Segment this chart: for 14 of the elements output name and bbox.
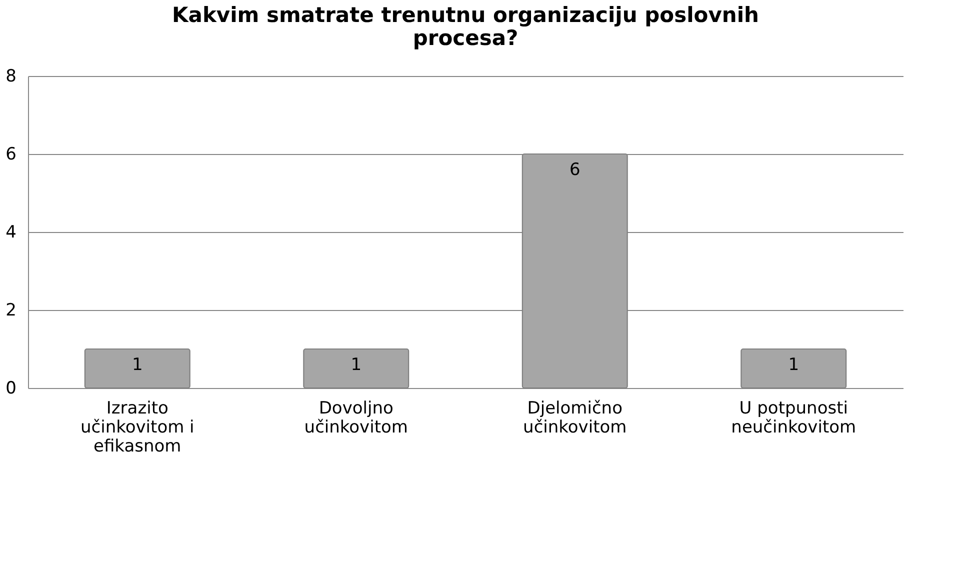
x-tick-label: U potpunosti neučinkovitom bbox=[731, 398, 856, 438]
x-tick-label: Djelomično učinkovitom bbox=[523, 398, 627, 438]
y-tick-label: 4 bbox=[6, 222, 16, 242]
y-tick-label: 0 bbox=[6, 378, 16, 398]
y-tick-label: 6 bbox=[6, 144, 16, 164]
y-tick-label: 2 bbox=[6, 300, 16, 320]
data-label: 1 bbox=[350, 355, 362, 375]
x-tick-label: Izrazito učinkovitom i efikasnom bbox=[80, 398, 194, 456]
chart-title: Kakvim smatrate trenutnu organizaciju poslovnih procesa? bbox=[172, 3, 759, 50]
data-label: 6 bbox=[569, 160, 580, 180]
data-label: 1 bbox=[788, 355, 800, 375]
y-tick-label: 8 bbox=[6, 66, 16, 86]
data-label: 1 bbox=[132, 355, 143, 375]
x-tick-label: Dovoljno učinkovitom bbox=[304, 398, 408, 438]
